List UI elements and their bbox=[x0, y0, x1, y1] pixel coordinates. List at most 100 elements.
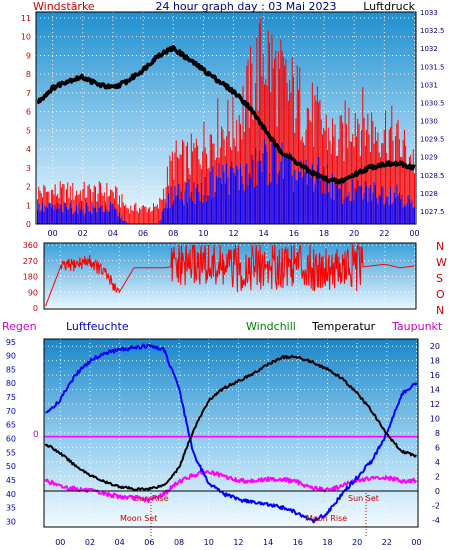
humidity-tick: 50 bbox=[6, 462, 16, 471]
humidity-tick: 95 bbox=[6, 338, 16, 347]
temperature-tick: 20 bbox=[430, 342, 440, 351]
luftdruck-tick: 1031.5 bbox=[420, 63, 445, 71]
luftdruck-tick: 1029 bbox=[420, 154, 438, 162]
x-tick-label: 18 bbox=[319, 229, 329, 238]
compass-label: N bbox=[436, 240, 444, 253]
dewpoint-label: Taupunkt bbox=[391, 320, 443, 333]
wind-direction-frame bbox=[43, 242, 417, 310]
temperature-line bbox=[44, 354, 417, 492]
pressure-line bbox=[36, 45, 416, 185]
temperature-tick: 16 bbox=[430, 371, 440, 380]
temperature-humidity-series bbox=[44, 343, 418, 524]
x-tick-label: 02 bbox=[78, 229, 88, 238]
x-tick-label: 16 bbox=[293, 538, 303, 547]
windstaerke-tick: 11 bbox=[21, 14, 31, 23]
x-tick-label: 00 bbox=[55, 538, 65, 547]
regen-label: Regen bbox=[2, 320, 37, 333]
humidity-label: Luftfeuchte bbox=[66, 320, 129, 333]
temperature-tick: 2 bbox=[435, 472, 440, 481]
temperature-tick: 4 bbox=[435, 458, 440, 467]
humidity-tick: 80 bbox=[6, 379, 16, 388]
sun-rise-label: Sun Rise bbox=[134, 494, 169, 503]
luftdruck-tick: 1027.5 bbox=[420, 208, 445, 216]
temperature-tick: -2 bbox=[432, 501, 440, 510]
windstaerke-tick: 8 bbox=[26, 70, 31, 79]
windstaerke-tick: 0 bbox=[26, 220, 31, 229]
humidity-tick-labels: 30 35 40 45 50 55 60 65 70 75 80 85 90 95 bbox=[6, 338, 16, 527]
compass-label: N bbox=[436, 304, 444, 317]
wind-direction-line bbox=[45, 243, 415, 307]
humidity-line bbox=[45, 343, 418, 524]
x-tick-label: 16 bbox=[289, 229, 299, 238]
direction-degree-tick: 90 bbox=[28, 288, 38, 297]
x-tick-label: 04 bbox=[108, 229, 118, 238]
temperature-tick: 6 bbox=[435, 443, 440, 452]
x-tick-label: 06 bbox=[138, 229, 148, 238]
temperature-tick: 18 bbox=[430, 357, 440, 366]
wind-pressure-x-tick-labels: 00 02 04 06 08 10 12 14 16 18 20 22 00 bbox=[47, 229, 419, 238]
wind-pressure-frame bbox=[35, 11, 417, 225]
humidity-tick: 30 bbox=[6, 517, 16, 526]
windstaerke-tick: 7 bbox=[26, 89, 31, 98]
luftdruck-tick: 1029.5 bbox=[420, 136, 445, 144]
luftdruck-tick: 1028.5 bbox=[420, 172, 445, 180]
sun-set-label: Sun Set bbox=[348, 494, 379, 503]
compass-label: W bbox=[436, 256, 447, 269]
x-tick-label: 12 bbox=[233, 538, 243, 547]
x-tick-label: 14 bbox=[259, 229, 269, 238]
x-tick-label: 08 bbox=[174, 538, 184, 547]
humidity-tick: 65 bbox=[6, 421, 16, 430]
humidity-tick: 75 bbox=[6, 393, 16, 402]
windstaerke-tick: 9 bbox=[26, 51, 31, 60]
luftdruck-tick: 1030.5 bbox=[420, 99, 445, 107]
humidity-tick: 70 bbox=[6, 407, 16, 416]
luftdruck-tick-labels: 1027.5 1028 1028.5 1029 1029.5 1030 1030.5 1031… bbox=[420, 9, 445, 216]
x-tick-label: 12 bbox=[228, 229, 238, 238]
windstaerke-tick: 3 bbox=[26, 164, 31, 173]
temperature-x-tick-labels: 00 02 04 06 08 10 12 14 16 18 20 22 00 bbox=[55, 538, 421, 547]
temperature-tick: -4 bbox=[432, 516, 440, 525]
direction-degree-tick: 0 bbox=[33, 304, 38, 313]
temperature-label: Temperatur bbox=[311, 320, 376, 333]
luftdruck-tick: 1032.5 bbox=[420, 27, 445, 35]
humidity-tick: 35 bbox=[6, 504, 16, 513]
humidity-tick: 90 bbox=[6, 352, 16, 361]
x-tick-label: 22 bbox=[382, 538, 392, 547]
x-tick-label: 00 bbox=[47, 229, 57, 238]
x-tick-label: 20 bbox=[349, 229, 359, 238]
windstaerke-tick-labels: 0 1 2 3 4 5 6 7 8 9 10 11 bbox=[21, 14, 31, 229]
x-tick-label: 14 bbox=[263, 538, 273, 547]
luftdruck-tick: 1033 bbox=[420, 9, 438, 17]
luftdruck-tick: 1030 bbox=[420, 118, 438, 126]
direction-degree-tick: 180 bbox=[23, 273, 38, 282]
temperature-humidity-frame bbox=[43, 338, 419, 528]
wind-bars bbox=[37, 18, 415, 224]
x-tick-label: 08 bbox=[168, 229, 178, 238]
x-tick-label: 02 bbox=[85, 538, 95, 547]
windstaerke-tick: 6 bbox=[26, 108, 31, 117]
direction-degree-tick: 270 bbox=[23, 257, 38, 266]
windchill-label: Windchill bbox=[246, 320, 296, 333]
x-tick-label: 00 bbox=[411, 538, 421, 547]
luftdruck-tick: 1031 bbox=[420, 81, 438, 89]
direction-degree-tick: 360 bbox=[23, 241, 38, 250]
x-tick-label: 00 bbox=[409, 229, 419, 238]
windstaerke-tick: 10 bbox=[21, 33, 31, 42]
x-tick-label: 10 bbox=[198, 229, 208, 238]
compass-label: O bbox=[436, 288, 445, 301]
windstaerke-tick: 5 bbox=[26, 126, 31, 135]
x-tick-label: 18 bbox=[322, 538, 332, 547]
temperature-tick: 8 bbox=[435, 429, 440, 438]
x-tick-label: 04 bbox=[115, 538, 125, 547]
windstaerke-tick: 1 bbox=[26, 201, 31, 210]
humidity-tick: 60 bbox=[6, 435, 16, 444]
moon-set-label: Moon Set bbox=[120, 514, 157, 523]
regen-zero-marker: 0 bbox=[33, 430, 39, 440]
temperature-tick: 12 bbox=[430, 400, 440, 409]
pressure-right-axis-label: Luftdruck bbox=[363, 0, 415, 13]
moon-rise-label: Moon Rise bbox=[306, 514, 347, 523]
temperature-tick: 0 bbox=[435, 487, 440, 496]
luftdruck-tick: 1032 bbox=[420, 45, 438, 53]
